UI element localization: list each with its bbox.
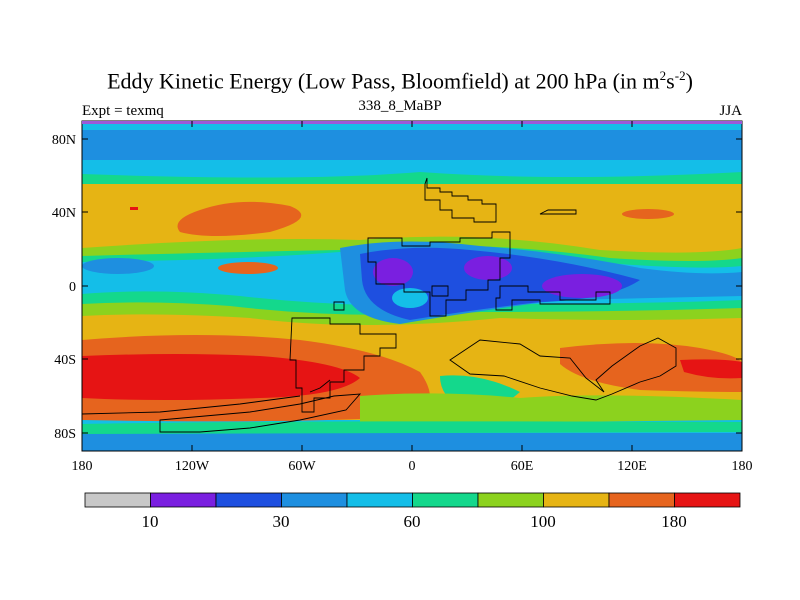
coast-south-america — [289, 317, 397, 413]
x-tick-labels: 180 120W 60W 0 60E 120E 180 — [72, 459, 753, 474]
colorbar-box-9 — [608, 492, 675, 508]
x-ticks — [81, 121, 743, 451]
region-orange-south-indian — [560, 343, 742, 392]
colorbar-box-1 — [84, 492, 151, 508]
y-tick-80s: 80S — [54, 427, 76, 442]
region-blue-south — [82, 433, 742, 451]
coast-small-island — [431, 285, 449, 297]
coast-antarctica-west — [159, 393, 362, 433]
y-tick-40s: 40S — [54, 353, 76, 368]
region-purple-africa — [464, 256, 512, 280]
x-tick-180w: 180 — [72, 459, 93, 474]
x-tick-60w: 60W — [288, 459, 316, 474]
region-orange-north-pacific — [177, 201, 302, 236]
region-red-dot — [130, 207, 138, 210]
colorbar-box-4 — [281, 492, 348, 508]
experiment-label: Expt = texmq — [82, 103, 164, 119]
colorbar-boxes — [84, 492, 741, 508]
y-tick-0: 0 — [69, 280, 76, 295]
colorbar: 10 30 60 100 180 — [84, 492, 741, 531]
colorbar-label-30: 30 — [273, 512, 290, 531]
region-cyan-north-band — [82, 160, 742, 178]
contour-field — [82, 121, 742, 451]
y-tick-80n: 80N — [52, 133, 76, 148]
coast-europe — [424, 177, 497, 223]
x-tick-120w: 120W — [175, 459, 210, 474]
coast-antarctica-east — [82, 395, 301, 415]
region-cyan-gulf — [392, 288, 428, 308]
region-lime-south-band — [360, 393, 742, 424]
season-label: JJA — [719, 103, 742, 119]
colorbar-box-3 — [215, 492, 282, 508]
region-green-north — [82, 172, 742, 184]
coast-island-2 — [333, 301, 345, 311]
region-orange-asia — [622, 209, 674, 219]
colorbar-box-6 — [412, 492, 479, 508]
colorbar-label-100: 100 — [530, 512, 556, 531]
colorbar-labels: 10 30 60 100 180 — [142, 512, 687, 531]
coast-australia — [449, 337, 677, 401]
coast-africa — [367, 231, 511, 317]
region-red-south-pacific — [82, 354, 360, 400]
chart-title: Eddy Kinetic Energy (Low Pass, Bloomfiel… — [107, 68, 693, 94]
x-tick-180e: 180 — [732, 459, 753, 474]
colorbar-box-8 — [543, 492, 610, 508]
coastlines — [82, 177, 677, 433]
colorbar-box-7 — [477, 492, 544, 508]
x-tick-120e: 120E — [617, 459, 647, 474]
region-blue-pacific — [82, 258, 154, 274]
coast-asia-fragment — [539, 209, 577, 215]
colorbar-label-60: 60 — [404, 512, 421, 531]
region-purple-atlantic — [373, 258, 413, 286]
y-tick-40n: 40N — [52, 206, 76, 221]
y-ticks — [82, 138, 742, 434]
y-tick-labels: 80N 40N 0 40S 80S — [52, 133, 76, 442]
colorbar-label-10: 10 — [142, 512, 159, 531]
region-orange-pacific — [218, 262, 278, 274]
colorbar-box-10 — [674, 492, 741, 508]
x-tick-0: 0 — [409, 459, 416, 474]
region-red-south-indian — [680, 359, 742, 379]
coast-indonesia — [495, 285, 611, 311]
colorbar-box-5 — [346, 492, 413, 508]
run-label: 338_8_MaBP — [358, 98, 442, 114]
colorbar-box-2 — [150, 492, 217, 508]
x-tick-60e: 60E — [511, 459, 534, 474]
colorbar-label-180: 180 — [661, 512, 687, 531]
region-green-south-band — [82, 421, 742, 434]
coast-tip — [309, 379, 331, 393]
